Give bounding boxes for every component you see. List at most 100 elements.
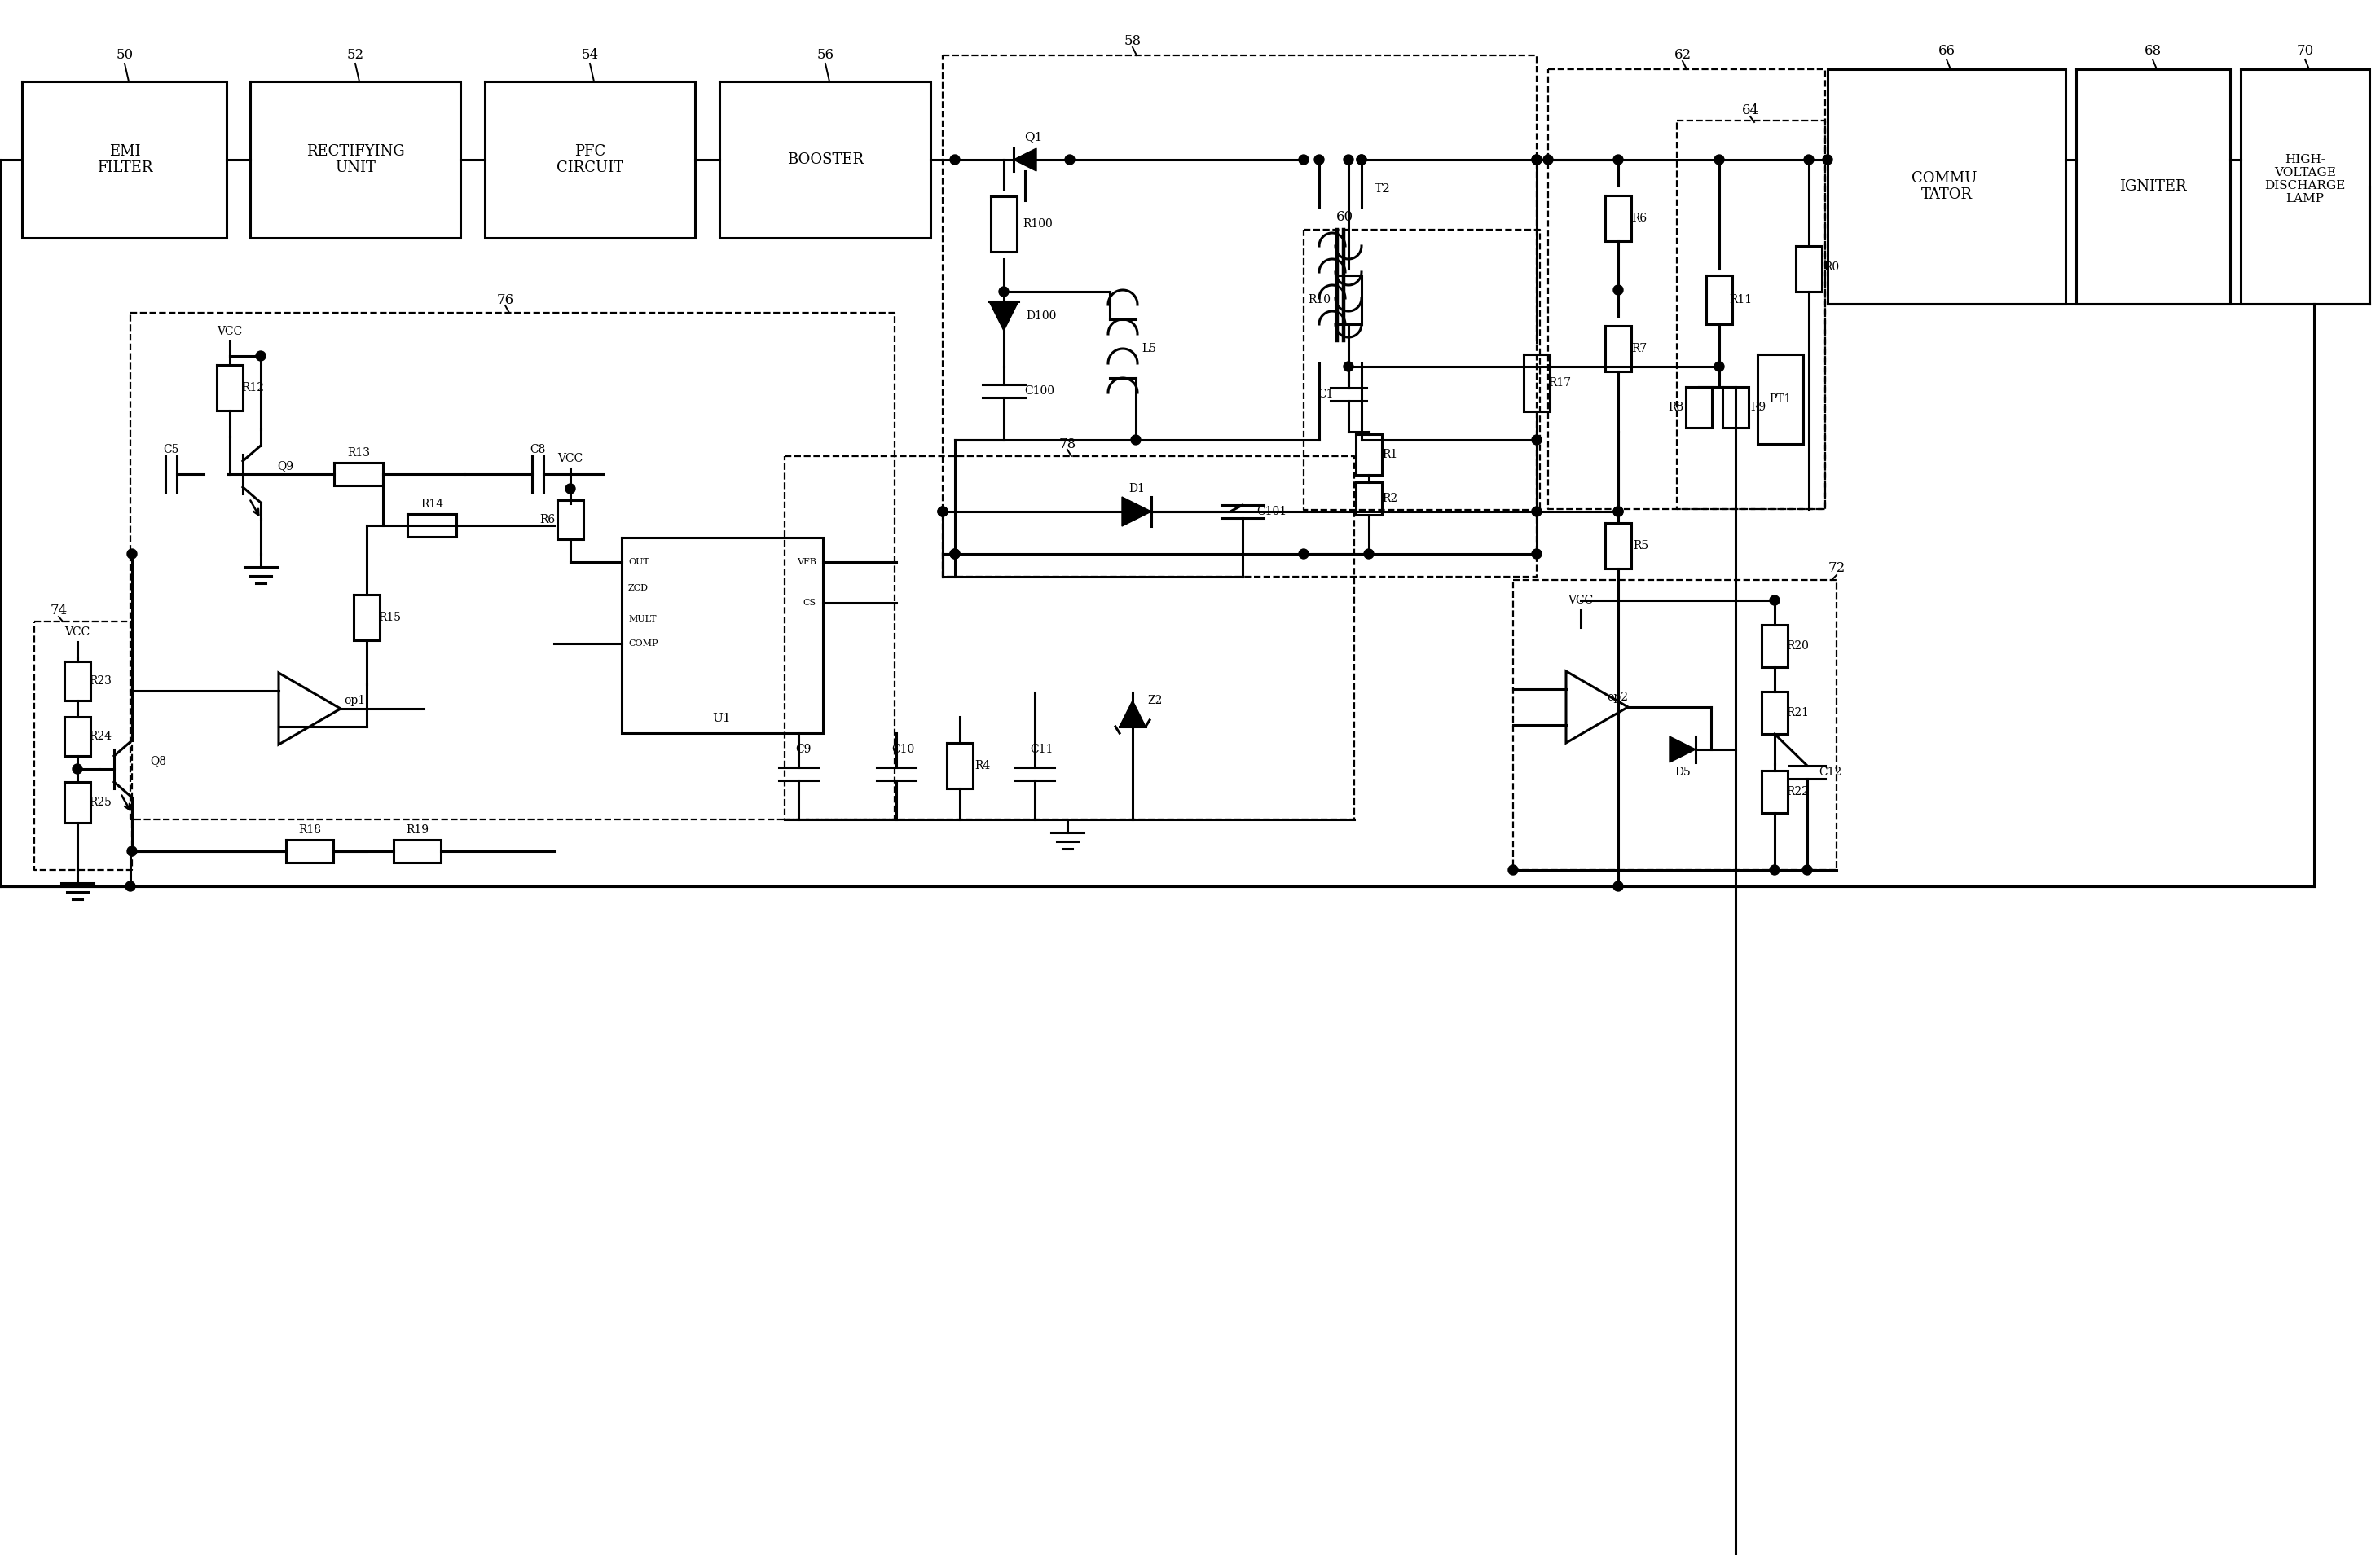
Circle shape (1823, 156, 1833, 165)
Text: OUT: OUT (628, 558, 650, 566)
Text: 56: 56 (816, 48, 833, 62)
Text: R24: R24 (88, 731, 112, 742)
Text: R23: R23 (88, 675, 112, 687)
Text: VCC: VCC (217, 327, 243, 337)
Circle shape (126, 882, 136, 891)
Circle shape (1533, 507, 1542, 516)
Circle shape (1714, 156, 1723, 165)
Text: C10: C10 (890, 743, 914, 756)
Circle shape (950, 156, 959, 165)
Text: C11: C11 (1031, 743, 1052, 756)
Circle shape (1802, 865, 1811, 875)
Circle shape (1771, 865, 1780, 875)
Text: R2: R2 (1383, 493, 1397, 504)
Text: 58: 58 (1123, 34, 1140, 48)
Polygon shape (1014, 148, 1035, 171)
Circle shape (1771, 596, 1780, 605)
Text: C8: C8 (531, 443, 545, 456)
Text: T2: T2 (1376, 183, 1390, 194)
Circle shape (1614, 882, 1623, 891)
Circle shape (1542, 156, 1554, 165)
Polygon shape (1668, 737, 1695, 762)
Circle shape (566, 484, 576, 493)
Text: Q9: Q9 (276, 460, 293, 471)
Circle shape (1533, 156, 1542, 165)
Text: U1: U1 (712, 712, 731, 725)
Circle shape (1357, 156, 1366, 165)
Circle shape (1000, 286, 1009, 297)
Text: 52: 52 (347, 48, 364, 62)
Circle shape (950, 549, 959, 558)
Circle shape (1064, 156, 1076, 165)
Text: L5: L5 (1142, 344, 1157, 355)
Circle shape (950, 549, 959, 558)
Text: R15: R15 (378, 611, 400, 624)
Text: 66: 66 (1937, 44, 1954, 58)
Text: 68: 68 (2144, 44, 2161, 58)
Text: 60: 60 (1335, 210, 1352, 224)
Text: CS: CS (804, 599, 816, 606)
Text: R4: R4 (976, 760, 990, 771)
Text: R25: R25 (88, 796, 112, 809)
Text: R9: R9 (1752, 401, 1766, 414)
Circle shape (1533, 435, 1542, 445)
Circle shape (1804, 156, 1814, 165)
Circle shape (1614, 285, 1623, 295)
Circle shape (1130, 435, 1140, 445)
Text: VCC: VCC (1568, 594, 1595, 606)
Circle shape (1299, 156, 1309, 165)
Text: R12: R12 (240, 383, 264, 393)
Text: R14: R14 (421, 499, 443, 510)
Text: 72: 72 (1828, 561, 1844, 575)
Text: R11: R11 (1728, 294, 1752, 305)
Circle shape (938, 507, 947, 516)
Text: MULT: MULT (628, 614, 657, 624)
Text: RECTIFYING
UNIT: RECTIFYING UNIT (307, 145, 405, 176)
Text: BOOSTER: BOOSTER (788, 152, 864, 166)
Text: C101: C101 (1257, 505, 1288, 518)
Text: 64: 64 (1742, 103, 1759, 117)
Polygon shape (990, 302, 1019, 331)
Text: R10: R10 (1307, 294, 1330, 305)
Text: 76: 76 (497, 292, 514, 306)
Text: C1: C1 (1319, 389, 1333, 400)
Text: R8: R8 (1668, 401, 1683, 414)
Text: Q8: Q8 (150, 756, 167, 767)
Circle shape (1345, 156, 1354, 165)
Text: R13: R13 (347, 448, 369, 459)
Text: C12: C12 (1818, 767, 1842, 778)
Text: PFC
CIRCUIT: PFC CIRCUIT (557, 145, 624, 176)
Circle shape (1614, 156, 1623, 165)
Circle shape (255, 351, 267, 361)
Circle shape (1614, 507, 1623, 516)
Circle shape (71, 764, 83, 774)
Polygon shape (1119, 700, 1145, 726)
Text: ZCD: ZCD (628, 585, 650, 592)
Circle shape (1509, 865, 1518, 875)
Circle shape (1299, 549, 1309, 558)
Text: 54: 54 (581, 48, 597, 62)
Circle shape (1533, 549, 1542, 558)
Circle shape (1357, 156, 1366, 165)
Text: VCC: VCC (557, 453, 583, 465)
Text: HIGH-
VOLTAGE
DISCHARGE
LAMP: HIGH- VOLTAGE DISCHARGE LAMP (2263, 154, 2347, 205)
Text: R17: R17 (1547, 378, 1571, 389)
Text: R0: R0 (1823, 261, 1840, 272)
Circle shape (1614, 507, 1623, 516)
Text: D1: D1 (1128, 484, 1145, 494)
Text: VCC: VCC (64, 627, 90, 638)
Text: EMI
FILTER: EMI FILTER (98, 145, 152, 176)
Text: R1: R1 (1383, 449, 1397, 460)
Text: op2: op2 (1606, 692, 1628, 703)
Text: 70: 70 (2297, 44, 2313, 58)
Text: R19: R19 (405, 824, 428, 835)
Text: Z2: Z2 (1147, 695, 1164, 706)
Text: R6: R6 (540, 515, 555, 526)
Text: C5: C5 (164, 443, 178, 456)
Text: R18: R18 (298, 824, 321, 835)
Text: PT1: PT1 (1768, 393, 1792, 404)
Circle shape (1364, 549, 1373, 558)
Text: COMP: COMP (628, 639, 657, 647)
Text: VFB: VFB (797, 558, 816, 566)
Text: D100: D100 (1026, 311, 1057, 322)
